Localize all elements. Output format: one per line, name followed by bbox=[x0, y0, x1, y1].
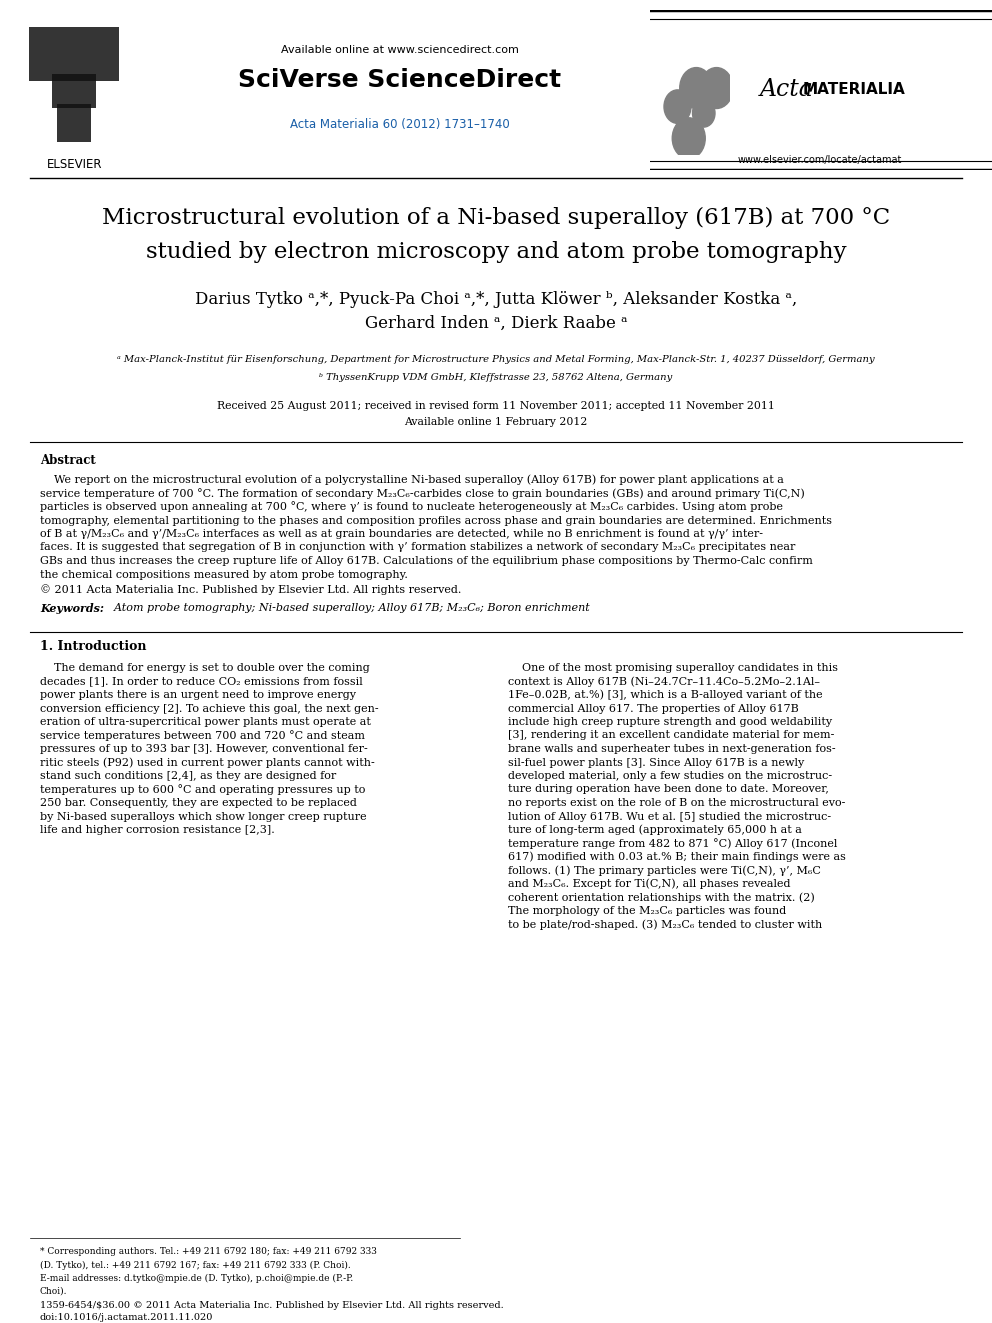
Text: stand such conditions [2,4], as they are designed for: stand such conditions [2,4], as they are… bbox=[40, 771, 336, 781]
Text: lution of Alloy 617B. Wu et al. [5] studied the microstruc-: lution of Alloy 617B. Wu et al. [5] stud… bbox=[508, 811, 831, 822]
Text: 617) modified with 0.03 at.% B; their main findings were as: 617) modified with 0.03 at.% B; their ma… bbox=[508, 852, 846, 863]
Text: to be plate/rod-shaped. (3) M₂₃C₆ tended to cluster with: to be plate/rod-shaped. (3) M₂₃C₆ tended… bbox=[508, 919, 822, 930]
Text: pressures of up to 393 bar [3]. However, conventional fer-: pressures of up to 393 bar [3]. However,… bbox=[40, 744, 368, 754]
Text: Acta: Acta bbox=[760, 78, 813, 102]
Text: SciVerse ScienceDirect: SciVerse ScienceDirect bbox=[238, 67, 561, 93]
Text: the chemical compositions measured by atom probe tomography.: the chemical compositions measured by at… bbox=[40, 569, 408, 579]
Bar bbox=[52, 74, 96, 107]
Text: The morphology of the M₂₃C₆ particles was found: The morphology of the M₂₃C₆ particles wa… bbox=[508, 906, 787, 916]
Text: (D. Tytko), tel.: +49 211 6792 167; fax: +49 211 6792 333 (P. Choi).: (D. Tytko), tel.: +49 211 6792 167; fax:… bbox=[40, 1261, 351, 1270]
Text: developed material, only a few studies on the microstruc-: developed material, only a few studies o… bbox=[508, 771, 832, 781]
Circle shape bbox=[692, 99, 715, 127]
Text: Gerhard Inden ᵃ, Dierk Raabe ᵃ: Gerhard Inden ᵃ, Dierk Raabe ᵃ bbox=[365, 315, 627, 332]
Text: www.elsevier.com/locate/actamat: www.elsevier.com/locate/actamat bbox=[738, 155, 902, 165]
Text: 1359-6454/$36.00 © 2011 Acta Materialia Inc. Published by Elsevier Ltd. All righ: 1359-6454/$36.00 © 2011 Acta Materialia … bbox=[40, 1301, 504, 1310]
Text: The demand for energy is set to double over the coming: The demand for energy is set to double o… bbox=[40, 663, 370, 673]
Text: temperature range from 482 to 871 °C) Alloy 617 (Inconel: temperature range from 482 to 871 °C) Al… bbox=[508, 837, 837, 849]
Text: Acta Materialia 60 (2012) 1731–1740: Acta Materialia 60 (2012) 1731–1740 bbox=[290, 118, 510, 131]
Text: 250 bar. Consequently, they are expected to be replaced: 250 bar. Consequently, they are expected… bbox=[40, 798, 357, 808]
Text: ELSEVIER: ELSEVIER bbox=[48, 157, 103, 171]
Bar bbox=[29, 26, 119, 81]
Text: of B at γ/M₂₃C₆ and γ’/M₂₃C₆ interfaces as well as at grain boundaries are detec: of B at γ/M₂₃C₆ and γ’/M₂₃C₆ interfaces … bbox=[40, 529, 763, 538]
Text: Choi).: Choi). bbox=[40, 1286, 67, 1295]
Text: tomography, elemental partitioning to the phases and composition profiles across: tomography, elemental partitioning to th… bbox=[40, 516, 832, 525]
Text: follows. (1) The primary particles were Ti(C,N), γ’, M₆C: follows. (1) The primary particles were … bbox=[508, 865, 820, 876]
Bar bbox=[58, 103, 91, 142]
Text: eration of ultra-supercritical power plants must operate at: eration of ultra-supercritical power pla… bbox=[40, 717, 371, 728]
Text: Available online at www.sciencedirect.com: Available online at www.sciencedirect.co… bbox=[281, 45, 519, 56]
Text: faces. It is suggested that segregation of B in conjunction with γ’ formation st: faces. It is suggested that segregation … bbox=[40, 542, 796, 553]
Text: Darius Tytko ᵃ,*, Pyuck-Pa Choi ᵃ,*, Jutta Klöwer ᵇ, Aleksander Kostka ᵃ,: Darius Tytko ᵃ,*, Pyuck-Pa Choi ᵃ,*, Jut… bbox=[194, 291, 798, 308]
Text: MATERIALIA: MATERIALIA bbox=[803, 82, 906, 98]
Circle shape bbox=[700, 67, 733, 108]
Text: E-mail addresses: d.tytko@mpie.de (D. Tytko), p.choi@mpie.de (P.-P.: E-mail addresses: d.tytko@mpie.de (D. Ty… bbox=[40, 1274, 353, 1282]
Text: doi:10.1016/j.actamat.2011.11.020: doi:10.1016/j.actamat.2011.11.020 bbox=[40, 1312, 213, 1322]
Text: include high creep rupture strength and good weldability: include high creep rupture strength and … bbox=[508, 717, 832, 728]
Text: Received 25 August 2011; received in revised form 11 November 2011; accepted 11 : Received 25 August 2011; received in rev… bbox=[217, 401, 775, 411]
Text: ᵃ Max-Planck-Institut für Eisenforschung, Department for Microstructure Physics : ᵃ Max-Planck-Institut für Eisenforschung… bbox=[117, 356, 875, 365]
Text: ture during operation have been done to date. Moreover,: ture during operation have been done to … bbox=[508, 785, 829, 795]
Text: conversion efficiency [2]. To achieve this goal, the next gen-: conversion efficiency [2]. To achieve th… bbox=[40, 704, 379, 713]
Text: [3], rendering it an excellent candidate material for mem-: [3], rendering it an excellent candidate… bbox=[508, 730, 834, 741]
Text: © 2011 Acta Materialia Inc. Published by Elsevier Ltd. All rights reserved.: © 2011 Acta Materialia Inc. Published by… bbox=[40, 585, 461, 595]
Text: One of the most promising superalloy candidates in this: One of the most promising superalloy can… bbox=[508, 663, 838, 673]
Text: life and higher corrosion resistance [2,3].: life and higher corrosion resistance [2,… bbox=[40, 826, 275, 835]
Text: 1Fe–0.02B, at.%) [3], which is a B-alloyed variant of the: 1Fe–0.02B, at.%) [3], which is a B-alloy… bbox=[508, 689, 822, 700]
Text: Microstructural evolution of a Ni-based superalloy (617B) at 700 °C: Microstructural evolution of a Ni-based … bbox=[102, 206, 890, 229]
Text: service temperatures between 700 and 720 °C and steam: service temperatures between 700 and 720… bbox=[40, 730, 365, 741]
Text: * Corresponding authors. Tel.: +49 211 6792 180; fax: +49 211 6792 333: * Corresponding authors. Tel.: +49 211 6… bbox=[40, 1248, 377, 1257]
Text: sil-fuel power plants [3]. Since Alloy 617B is a newly: sil-fuel power plants [3]. Since Alloy 6… bbox=[508, 758, 805, 767]
Text: 1. Introduction: 1. Introduction bbox=[40, 639, 147, 652]
Text: Available online 1 February 2012: Available online 1 February 2012 bbox=[405, 417, 587, 427]
Text: coherent orientation relationships with the matrix. (2): coherent orientation relationships with … bbox=[508, 892, 814, 902]
Text: by Ni-based superalloys which show longer creep rupture: by Ni-based superalloys which show longe… bbox=[40, 811, 367, 822]
Text: We report on the microstructural evolution of a polycrystalline Ni-based superal: We report on the microstructural evoluti… bbox=[40, 475, 784, 486]
Text: decades [1]. In order to reduce CO₂ emissions from fossil: decades [1]. In order to reduce CO₂ emis… bbox=[40, 676, 363, 687]
Text: ture of long-term aged (approximately 65,000 h at a: ture of long-term aged (approximately 65… bbox=[508, 824, 802, 835]
Text: power plants there is an urgent need to improve energy: power plants there is an urgent need to … bbox=[40, 691, 356, 700]
Text: studied by electron microscopy and atom probe tomography: studied by electron microscopy and atom … bbox=[146, 241, 846, 263]
Circle shape bbox=[664, 90, 691, 123]
Text: ᵇ ThyssenKrupp VDM GmbH, Kleffstrasse 23, 58762 Altena, Germany: ᵇ ThyssenKrupp VDM GmbH, Kleffstrasse 23… bbox=[319, 373, 673, 381]
Text: temperatures up to 600 °C and operating pressures up to: temperatures up to 600 °C and operating … bbox=[40, 785, 365, 795]
Text: GBs and thus increases the creep rupture life of Alloy 617B. Calculations of the: GBs and thus increases the creep rupture… bbox=[40, 556, 812, 566]
Text: and M₂₃C₆. Except for Ti(C,N), all phases revealed: and M₂₃C₆. Except for Ti(C,N), all phase… bbox=[508, 878, 791, 889]
Circle shape bbox=[673, 118, 705, 159]
Text: Abstract: Abstract bbox=[40, 454, 96, 467]
Text: ritic steels (P92) used in current power plants cannot with-: ritic steels (P92) used in current power… bbox=[40, 757, 375, 767]
Text: context is Alloy 617B (Ni–24.7Cr–11.4Co–5.2Mo–2.1Al–: context is Alloy 617B (Ni–24.7Cr–11.4Co–… bbox=[508, 676, 820, 687]
Text: Atom probe tomography; Ni-based superalloy; Alloy 617B; M₂₃C₆; Boron enrichment: Atom probe tomography; Ni-based superall… bbox=[107, 603, 590, 613]
Text: particles is observed upon annealing at 700 °C, where γ’ is found to nucleate he: particles is observed upon annealing at … bbox=[40, 501, 783, 512]
Text: Keywords:: Keywords: bbox=[40, 602, 104, 614]
Text: no reports exist on the role of B on the microstructural evo-: no reports exist on the role of B on the… bbox=[508, 798, 845, 808]
Text: brane walls and superheater tubes in next-generation fos-: brane walls and superheater tubes in nex… bbox=[508, 744, 835, 754]
Circle shape bbox=[680, 67, 712, 108]
Text: service temperature of 700 °C. The formation of secondary M₂₃C₆-carbides close t: service temperature of 700 °C. The forma… bbox=[40, 488, 805, 499]
Text: commercial Alloy 617. The properties of Alloy 617B: commercial Alloy 617. The properties of … bbox=[508, 704, 799, 713]
